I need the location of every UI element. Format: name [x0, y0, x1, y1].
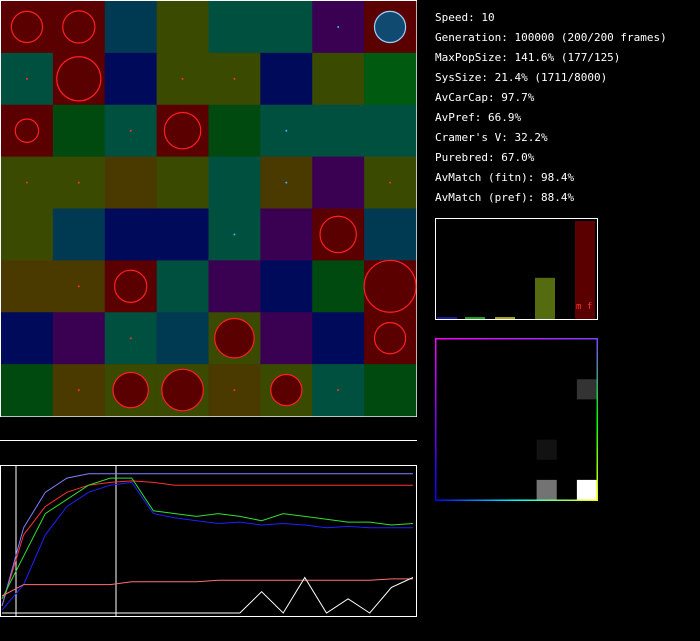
avpref-text: AvPref: 66.9% — [435, 111, 522, 124]
creature-circle — [270, 373, 303, 407]
speed-text: Speed: 10 — [435, 11, 495, 24]
grid-cell — [208, 260, 261, 313]
creature-dot — [181, 77, 184, 80]
grid-cell — [208, 156, 261, 209]
creature-circle — [319, 215, 357, 254]
cramers-v-text: Cramer's V: 32.2% — [435, 131, 548, 144]
plot-series — [1, 481, 413, 611]
creature-circle — [363, 259, 417, 313]
grid-cell — [104, 52, 157, 106]
histogram-label: m f — [576, 302, 592, 312]
creature-circle — [56, 56, 102, 102]
grid-cell — [1, 208, 54, 261]
separator — [0, 440, 417, 441]
grid-cell — [104, 156, 157, 209]
creature-circle — [373, 10, 407, 44]
stats-panel: Speed: 10 Generation: 100000 (200/200 fr… — [435, 8, 667, 208]
grid-cell — [364, 364, 417, 417]
creature-dot — [285, 181, 288, 184]
creature-circle — [373, 322, 407, 355]
matrix-cell — [536, 479, 557, 500]
grid-cell — [52, 104, 106, 157]
creature-dot — [25, 181, 28, 184]
creature-dot — [77, 389, 80, 392]
grid-cell — [260, 312, 313, 365]
grid-cell — [260, 52, 313, 106]
history-plot — [0, 465, 417, 617]
plot-series — [1, 477, 414, 600]
grid-cell — [156, 208, 209, 261]
grid-cell — [312, 104, 365, 157]
histogram-bar — [465, 317, 485, 319]
creature-circle — [62, 10, 96, 44]
generation-text: Generation: 100000 (200/200 frames) — [435, 31, 667, 44]
creature-dot — [233, 389, 236, 392]
creature-circle — [161, 368, 204, 412]
histogram-bar — [495, 317, 515, 319]
grid-cell — [208, 1, 261, 54]
histogram-bar — [437, 317, 457, 319]
grid-cell — [52, 208, 106, 261]
grid-cell — [1, 312, 54, 365]
grid-cell — [364, 104, 417, 157]
grid-cell — [1, 260, 54, 313]
creature-circle — [14, 118, 40, 143]
plot-series — [1, 473, 413, 607]
plot-series — [2, 576, 414, 614]
creature-circle — [114, 269, 148, 303]
grid-cell — [104, 1, 157, 54]
grid-cell — [104, 208, 157, 261]
maxpopsize-text: MaxPopSize: 141.6% (177/125) — [435, 51, 621, 64]
avmatch-pref-text: AvMatch (pref): 88.4% — [435, 191, 575, 204]
grid-cell — [208, 104, 261, 157]
preference-matrix — [435, 338, 598, 501]
avcarcap-text: AvCarCap: 97.7% — [435, 91, 535, 104]
grid-cell — [260, 208, 313, 261]
grid-cell — [156, 260, 209, 313]
creature-circle — [10, 10, 44, 44]
histogram-bar — [535, 277, 555, 319]
plot-border — [0, 465, 417, 617]
syssize-text: SysSize: 21.4% (1711/8000) — [435, 71, 608, 84]
grid-cell — [364, 208, 417, 261]
creature-dot — [389, 181, 392, 184]
grid-cell — [364, 52, 417, 106]
creature-circle — [163, 111, 202, 150]
grid-cell — [156, 156, 209, 209]
creature-dot — [337, 25, 340, 28]
creature-dot — [77, 285, 80, 288]
matrix-cell — [576, 379, 597, 400]
grid-cell — [260, 1, 313, 54]
grid-cell — [1, 364, 54, 417]
avmatch-fitn-text: AvMatch (fitn): 98.4% — [435, 171, 575, 184]
creature-dot — [129, 129, 132, 132]
grid-cell — [312, 156, 365, 209]
creature-dot — [337, 389, 340, 392]
creature-dot — [285, 129, 288, 132]
creature-dot — [77, 181, 80, 184]
creature-dot — [25, 77, 28, 80]
creature-dot — [233, 233, 236, 236]
grid-cell — [312, 260, 365, 313]
matrix-cell — [536, 439, 557, 460]
plot-series — [1, 480, 413, 607]
creature-circle — [112, 371, 149, 409]
purebred-text: Purebred: 67.0% — [435, 151, 535, 164]
histogram-panel: m f — [435, 218, 598, 320]
grid-cell — [260, 260, 313, 313]
creature-dot — [233, 77, 236, 80]
histogram-bar — [575, 221, 595, 319]
grid-cell — [156, 1, 209, 54]
creature-circle — [214, 317, 255, 359]
grid-cell — [312, 312, 365, 365]
plot-series — [1, 578, 413, 597]
grid-cell — [156, 312, 209, 365]
creature-dot — [129, 337, 132, 340]
grid-cell — [312, 52, 365, 106]
world-grid[interactable] — [0, 0, 417, 417]
matrix-cell — [576, 479, 597, 500]
grid-cell — [52, 312, 106, 365]
